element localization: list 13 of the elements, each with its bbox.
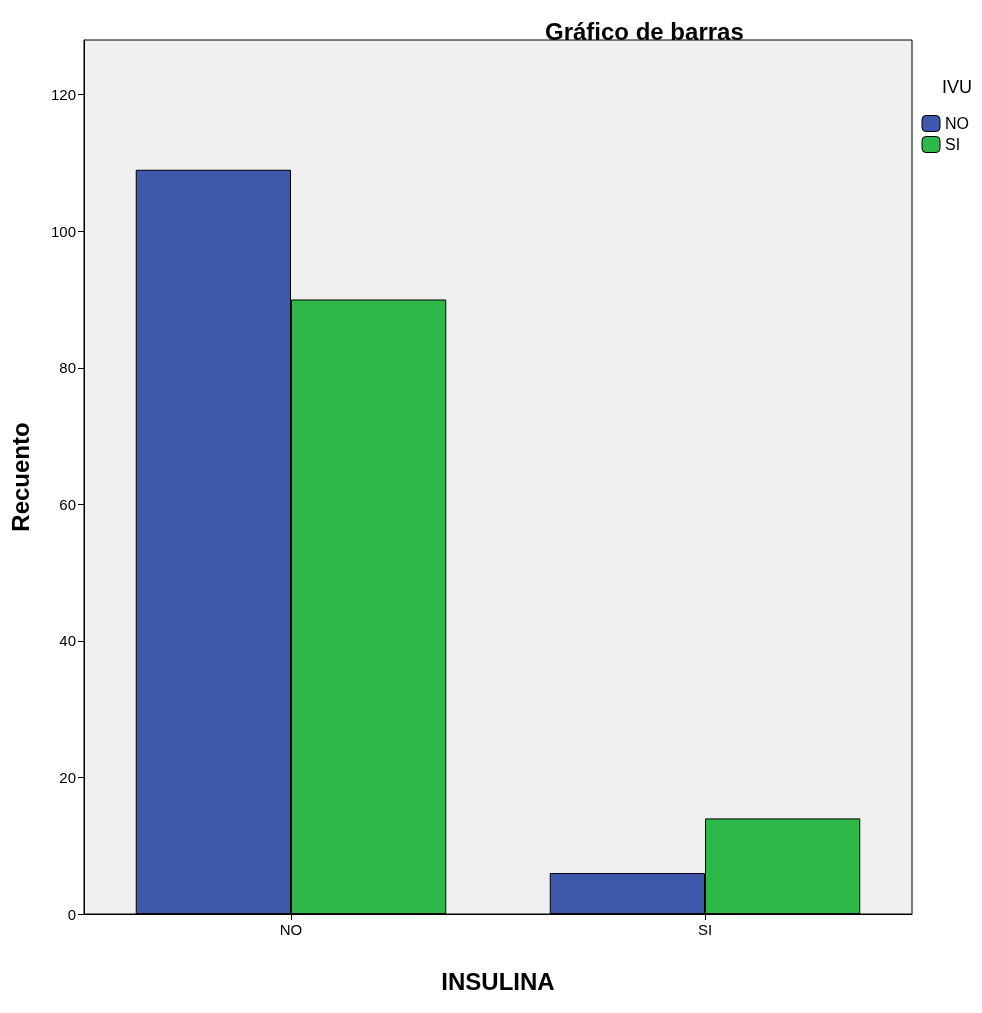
y-tick-label: 80 <box>59 359 76 377</box>
y-axis-title: Recuento <box>6 422 34 532</box>
y-tick-label: 120 <box>50 86 76 104</box>
y-tick-label: 60 <box>59 495 76 513</box>
y-tick-label: 100 <box>50 222 76 240</box>
legend-label: SI <box>945 136 961 153</box>
y-tick-label: 40 <box>59 632 76 650</box>
legend-title: IVU <box>941 77 973 97</box>
x-axis-title: INSULINA <box>441 967 555 995</box>
y-tick-label: 0 <box>67 905 76 923</box>
legend-label: NO <box>945 115 969 132</box>
chart-title: Gráfico de barras <box>545 17 744 45</box>
y-tick-label: 20 <box>59 768 76 786</box>
